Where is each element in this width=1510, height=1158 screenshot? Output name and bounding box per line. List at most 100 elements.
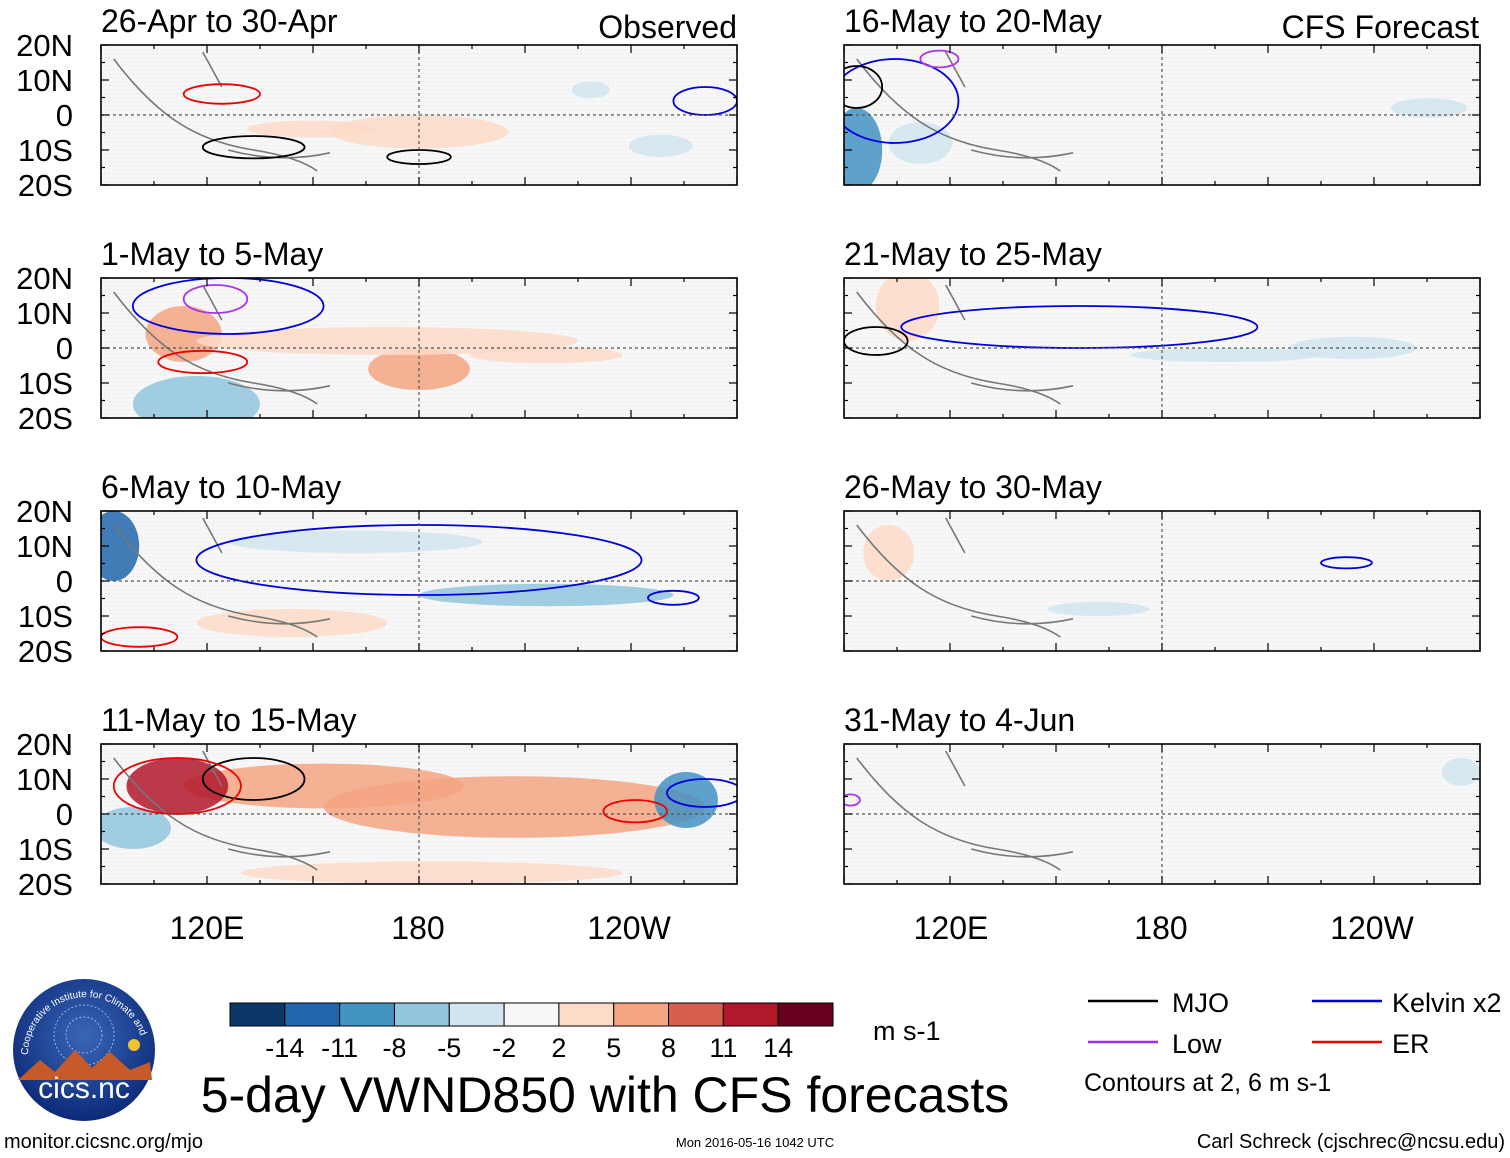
colorbar-tick-label: -14 [265,1033,304,1063]
wave-contour [182,83,261,105]
colorbar-tick-label: 14 [763,1033,793,1063]
colorbar-units: m s-1 [873,1016,941,1046]
panel-title: 6-May to 10-May [101,469,341,505]
footer-credit: Carl Schreck (cjschrec@ncsu.edu) [1197,1131,1505,1153]
anomaly-patch [1130,348,1321,362]
colorbar-tick-label: 5 [606,1033,621,1063]
colorbar: -14 -11 -8 -5 -2 2 5 8 11 14 [229,1002,834,1063]
coastline [856,517,1074,638]
x-tick-label-right-180: 180 [1134,910,1187,946]
wave-contour [131,278,325,335]
legend-label-mjo: MJO [1172,988,1229,1018]
anomaly-field [856,517,1373,638]
anomaly-patch [196,327,578,355]
wave-contour [112,757,242,815]
anomaly-patch [844,108,883,185]
wave-contour [647,589,700,606]
panel-title: 21-May to 25-May [844,236,1102,272]
panel-title: 16-May to 20-May [844,3,1102,39]
y-tick-label: 10N [16,529,73,564]
x-tick-label-right-120e: 120E [914,910,989,946]
coastline [856,51,1074,172]
wave-contour [1320,556,1373,570]
footer-url: monitor.cicsnc.org/mjo [4,1131,203,1153]
panel-title: 1-May to 5-May [101,236,323,272]
wave-contour [672,86,737,116]
panel-6: 21-May to 25-May [843,236,1481,419]
legend-label-low: Low [1172,1029,1222,1059]
wave-contour [182,284,249,314]
figure-title: 5-day VWND850 with CFS forecasts [201,1067,1010,1123]
wave-contour [844,65,884,109]
coastline [113,284,331,405]
anomaly-field [844,278,1417,405]
wave-contour [157,349,249,375]
panel-title: 26-Apr to 30-Apr [101,3,338,39]
wave-contour [101,626,179,648]
colorbar-tick-label: -8 [382,1033,406,1063]
footer-timestamp: Mon 2016-05-16 1042 UTC [676,1135,834,1150]
y-tick-label: 20N [16,494,73,529]
legend-label-er: ER [1392,1029,1430,1059]
anomaly-field [844,750,1480,871]
legend-label-kelvin: Kelvin x2 [1392,988,1502,1018]
anomaly-patch [469,346,623,364]
wave-contour [602,799,668,824]
colorbar-swatch [284,1002,341,1027]
colorbar-swatch [668,1002,724,1027]
panel-title: 11-May to 15-May [101,702,357,738]
colorbar-swatch [339,1002,395,1027]
y-tick-label: 20S [18,401,73,436]
x-tick-label-right-120w: 120W [1330,910,1414,946]
coastline [113,750,331,871]
anomaly-patch [1289,336,1417,360]
colorbar-tick-label: 8 [661,1033,676,1063]
y-tick-label: 20S [18,867,73,902]
y-tick-label: 20N [16,727,73,762]
anomaly-patch [240,861,623,884]
logo-ring [53,1004,115,1066]
panel-5: 16-May to 20-May [843,3,1481,186]
logo-disc [11,977,157,1123]
y-tick-label: 0 [56,797,73,832]
anomaly-patch [132,376,260,418]
anomaly-field [113,278,623,418]
anomaly-patch [247,120,375,138]
logo-ring-inner [65,1016,103,1054]
panel-7: 26-May to 30-May [843,469,1481,652]
colorbar-swatch [777,1002,834,1027]
y-tick-label: 10N [16,63,73,98]
anomaly-patch [419,583,674,607]
observed-label: Observed [598,9,737,45]
anomaly-patch [101,807,171,849]
legend-note: Contours at 2, 6 m s-1 [1084,1069,1331,1097]
y-tick-label: 20N [16,28,73,63]
wave-contour [844,58,960,144]
logo-name: cics.nc [38,1072,130,1105]
y-tick-label: 20S [18,168,73,203]
colorbar-tick-label: -2 [492,1033,516,1063]
y-tick-label: 10N [16,762,73,797]
legend: MJO Kelvin x2 Low ER Contours at 2, 6 m … [1084,988,1502,1097]
colorbar-swatch [722,1002,779,1027]
anomaly-patch [628,134,693,157]
wave-contour [844,326,909,356]
y-tick-label: 0 [56,331,73,366]
panel-title: 31-May to 4-Jun [844,702,1075,738]
colorbar-swatch [613,1002,670,1027]
anomaly-patch [323,776,706,838]
anomaly-patch [1390,98,1468,118]
wave-contour [666,778,737,808]
y-tick-label: 0 [56,98,73,133]
colorbar-tick-label: -5 [437,1033,461,1063]
y-tick-label: 10S [18,133,73,168]
colorbar-swatch [393,1002,450,1027]
coastline [856,750,1074,871]
anomaly-patch [863,525,914,581]
